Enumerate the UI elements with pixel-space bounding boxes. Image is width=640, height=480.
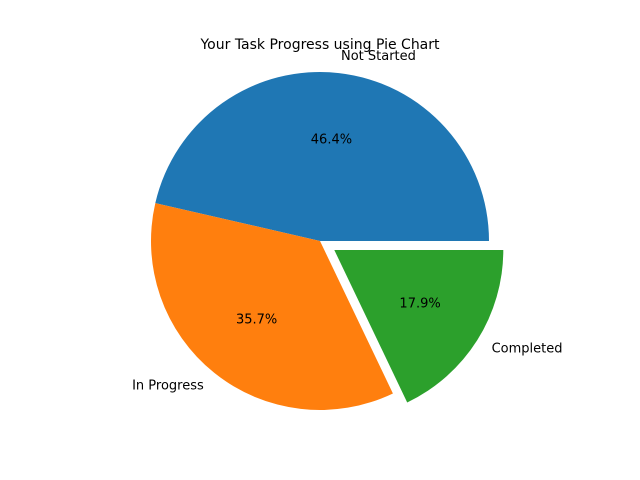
pie-category-label-not-started: Not Started <box>341 49 416 64</box>
pie-slice-in-progress <box>150 203 393 410</box>
pie-labels: 46.4% Not Started 35.7% In Progress 17.9% Com… <box>132 49 562 394</box>
pie-slices <box>150 71 504 410</box>
pie-percent-label-in-progress: 35.7% <box>236 313 277 328</box>
pie-category-label-completed: Completed <box>492 342 563 357</box>
pie-category-label-in-progress: In Progress <box>132 379 204 394</box>
pie-slice-completed <box>334 250 504 403</box>
pie-percent-label-not-started: 46.4% <box>311 133 352 148</box>
pie-slice-not-started <box>155 71 490 241</box>
pie-percent-label-completed: 17.9% <box>399 297 440 312</box>
chart-title: Your Task Progress using Pie Chart <box>199 37 440 53</box>
